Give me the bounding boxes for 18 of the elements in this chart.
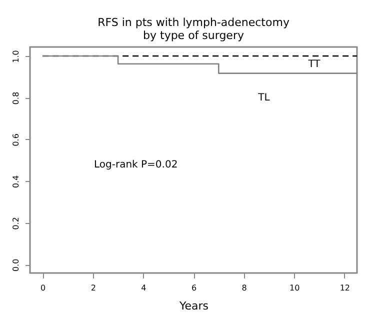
x-axis-title: Years — [178, 300, 209, 312]
y-tick-label: 1.0 — [12, 50, 20, 63]
x-tick-label: 8 — [242, 284, 247, 292]
series-label: TT — [307, 58, 322, 70]
y-tick-label: 0.0 — [12, 258, 20, 272]
x-tick-label: 6 — [191, 284, 197, 292]
x-tick-label: 2 — [90, 284, 96, 292]
x-tick-label: 10 — [290, 284, 300, 292]
annotation: Log-rank P=0.02 — [94, 160, 178, 171]
x-tick-label: 12 — [340, 284, 350, 292]
chart-title: RFS in pts with lymph-adenectomy by type of surgery — [98, 16, 290, 42]
series-label: TL — [257, 92, 270, 104]
x-tick-label: 0 — [40, 284, 46, 292]
x-tick-label: 4 — [141, 284, 146, 292]
y-tick-label: 0.6 — [12, 134, 20, 146]
y-tick-label: 0.2 — [12, 217, 20, 230]
y-tick-label: 0.8 — [12, 92, 20, 105]
y-tick-label: 0.4 — [12, 175, 20, 188]
